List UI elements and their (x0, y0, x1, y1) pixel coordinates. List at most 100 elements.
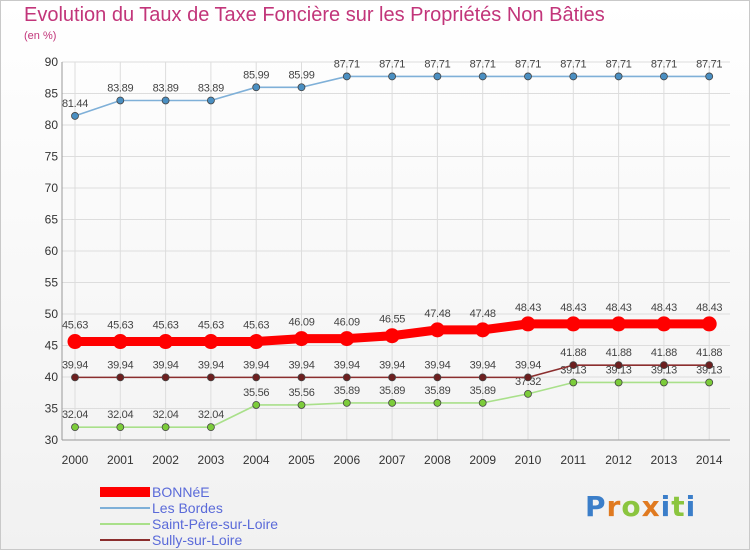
data-point (203, 334, 219, 350)
data-point (475, 322, 491, 338)
data-label: 35.56 (243, 387, 269, 399)
x-tick-label: 2012 (605, 453, 632, 467)
data-point (71, 112, 79, 120)
data-point (297, 373, 306, 382)
data-label: 45.63 (198, 320, 224, 332)
data-label: 39.94 (62, 359, 88, 371)
data-point (252, 373, 261, 382)
data-label: 87.71 (560, 58, 586, 70)
y-tick-label: 40 (45, 370, 59, 384)
data-label: 41.88 (696, 347, 722, 359)
chart-title: Evolution du Taux de Taxe Foncière sur l… (24, 4, 605, 26)
y-tick-label: 85 (45, 87, 59, 101)
data-label: 35.89 (470, 385, 496, 397)
legend-swatch (100, 516, 150, 532)
data-point (388, 72, 397, 81)
data-point (206, 423, 215, 432)
data-point (478, 398, 487, 407)
data-label: 32.04 (198, 409, 224, 421)
data-label: 39.94 (515, 359, 541, 371)
data-point (384, 328, 400, 344)
data-point (161, 96, 170, 105)
data-label: 45.63 (243, 320, 269, 332)
data-label: 46.09 (334, 317, 360, 329)
data-point (433, 373, 442, 382)
y-tick-label: 35 (45, 402, 59, 416)
legend-label: Sully-sur-Loire (152, 532, 243, 548)
data-label: 47.48 (424, 308, 450, 320)
data-point (71, 423, 79, 432)
data-point (705, 378, 714, 387)
data-point (429, 322, 445, 338)
y-tick-label: 70 (45, 181, 59, 195)
x-tick-label: 2007 (379, 453, 406, 467)
x-tick-label: 2004 (243, 453, 270, 467)
data-label: 39.13 (606, 364, 632, 376)
data-label: 83.89 (198, 82, 224, 94)
x-tick-label: 2013 (651, 453, 678, 467)
data-label: 37.32 (515, 376, 541, 388)
data-label: 48.43 (651, 302, 677, 314)
data-point (524, 389, 532, 398)
legend-swatch (100, 532, 150, 548)
data-point (158, 334, 174, 350)
data-point (339, 331, 355, 347)
unit-label: (en %) (24, 30, 57, 42)
data-label: 39.94 (243, 359, 269, 371)
data-point (433, 72, 442, 81)
y-tick-label: 75 (45, 150, 59, 164)
data-point (342, 398, 351, 407)
data-label: 39.94 (107, 359, 133, 371)
data-point (252, 401, 261, 409)
data-label: 45.63 (107, 320, 133, 332)
data-label: 87.71 (470, 58, 496, 70)
data-point (478, 72, 487, 81)
data-label: 39.94 (470, 359, 496, 371)
data-point (116, 423, 125, 432)
data-label: 48.43 (696, 302, 722, 314)
data-label: 87.71 (379, 58, 405, 70)
x-tick-label: 2014 (696, 453, 723, 467)
data-label: 81.44 (62, 98, 88, 110)
data-point (569, 361, 578, 370)
data-point (294, 331, 309, 347)
data-label: 35.89 (379, 385, 405, 397)
y-tick-label: 80 (45, 118, 59, 132)
data-point (342, 373, 351, 382)
data-point (67, 334, 83, 350)
data-label: 87.71 (696, 58, 722, 70)
data-point (569, 72, 578, 81)
data-label: 85.99 (288, 69, 314, 81)
data-label: 39.94 (153, 359, 179, 371)
x-tick-label: 2002 (152, 453, 179, 467)
data-point (705, 361, 714, 370)
y-tick-label: 55 (45, 276, 59, 290)
data-label: 32.04 (107, 409, 133, 421)
x-tick-label: 2011 (560, 453, 586, 467)
x-tick-label: 2001 (107, 453, 134, 467)
data-point (388, 398, 397, 407)
data-label: 83.89 (107, 82, 133, 94)
data-label: 48.43 (515, 302, 541, 314)
data-point (569, 378, 578, 387)
y-tick-label: 65 (45, 213, 59, 227)
data-point (660, 72, 668, 81)
data-point (520, 316, 536, 332)
data-label: 45.63 (62, 320, 88, 332)
data-label: 32.04 (62, 409, 88, 421)
data-point (705, 72, 714, 81)
y-tick-label: 60 (45, 244, 59, 258)
data-label: 45.63 (153, 320, 179, 332)
y-tick-label: 30 (45, 433, 59, 447)
data-label: 87.71 (424, 58, 450, 70)
x-tick-label: 2003 (198, 453, 225, 467)
data-label: 48.43 (606, 302, 632, 314)
data-point (206, 96, 215, 105)
x-tick-label: 2006 (333, 453, 360, 467)
data-point (297, 83, 306, 92)
data-point (71, 373, 79, 382)
data-label: 32.04 (153, 409, 179, 421)
brand-logo: Proxiti (585, 490, 697, 523)
